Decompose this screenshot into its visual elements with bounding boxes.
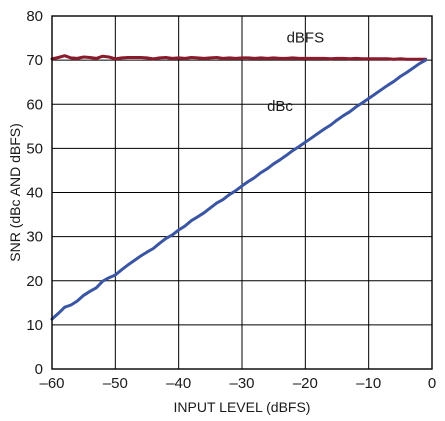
y-tick-label: 20 bbox=[26, 273, 43, 290]
annotation-dbfs: dBFS bbox=[287, 29, 325, 46]
x-tick-label: –10 bbox=[356, 375, 381, 392]
series-line-dbfs bbox=[50, 54, 428, 61]
tick-label-layer: –60 –50 –40 –30 –20 –10 0 0 10 20 30 40 50 60 70 80 bbox=[26, 8, 436, 392]
y-tick-label: 80 bbox=[26, 8, 43, 25]
x-axis-title: INPUT LEVEL (dBFS) bbox=[174, 399, 311, 415]
y-tick-label: 50 bbox=[26, 140, 43, 157]
x-tick-label: 0 bbox=[428, 375, 436, 392]
y-axis-title: SNR (dBc AND dBFS) bbox=[7, 123, 23, 261]
grid-layer bbox=[52, 16, 432, 369]
y-tick-label: 0 bbox=[35, 361, 43, 378]
y-tick-label: 40 bbox=[26, 185, 43, 202]
y-tick-label: 30 bbox=[26, 229, 43, 246]
x-tick-label: –30 bbox=[229, 375, 254, 392]
x-tick-label: –40 bbox=[166, 375, 191, 392]
y-tick-label: 10 bbox=[26, 317, 43, 334]
annotation-layer: dBFS dBc bbox=[267, 29, 324, 114]
series-layer bbox=[50, 54, 428, 321]
y-tick-label: 60 bbox=[26, 96, 43, 113]
x-tick-label: –60 bbox=[39, 375, 64, 392]
x-tick-label: –20 bbox=[293, 375, 318, 392]
y-tick-label: 70 bbox=[26, 52, 43, 69]
plot-frame bbox=[51, 15, 433, 370]
series-line-dbc bbox=[50, 58, 428, 321]
x-tick-label: –50 bbox=[103, 375, 128, 392]
annotation-dbc: dBc bbox=[267, 98, 293, 115]
